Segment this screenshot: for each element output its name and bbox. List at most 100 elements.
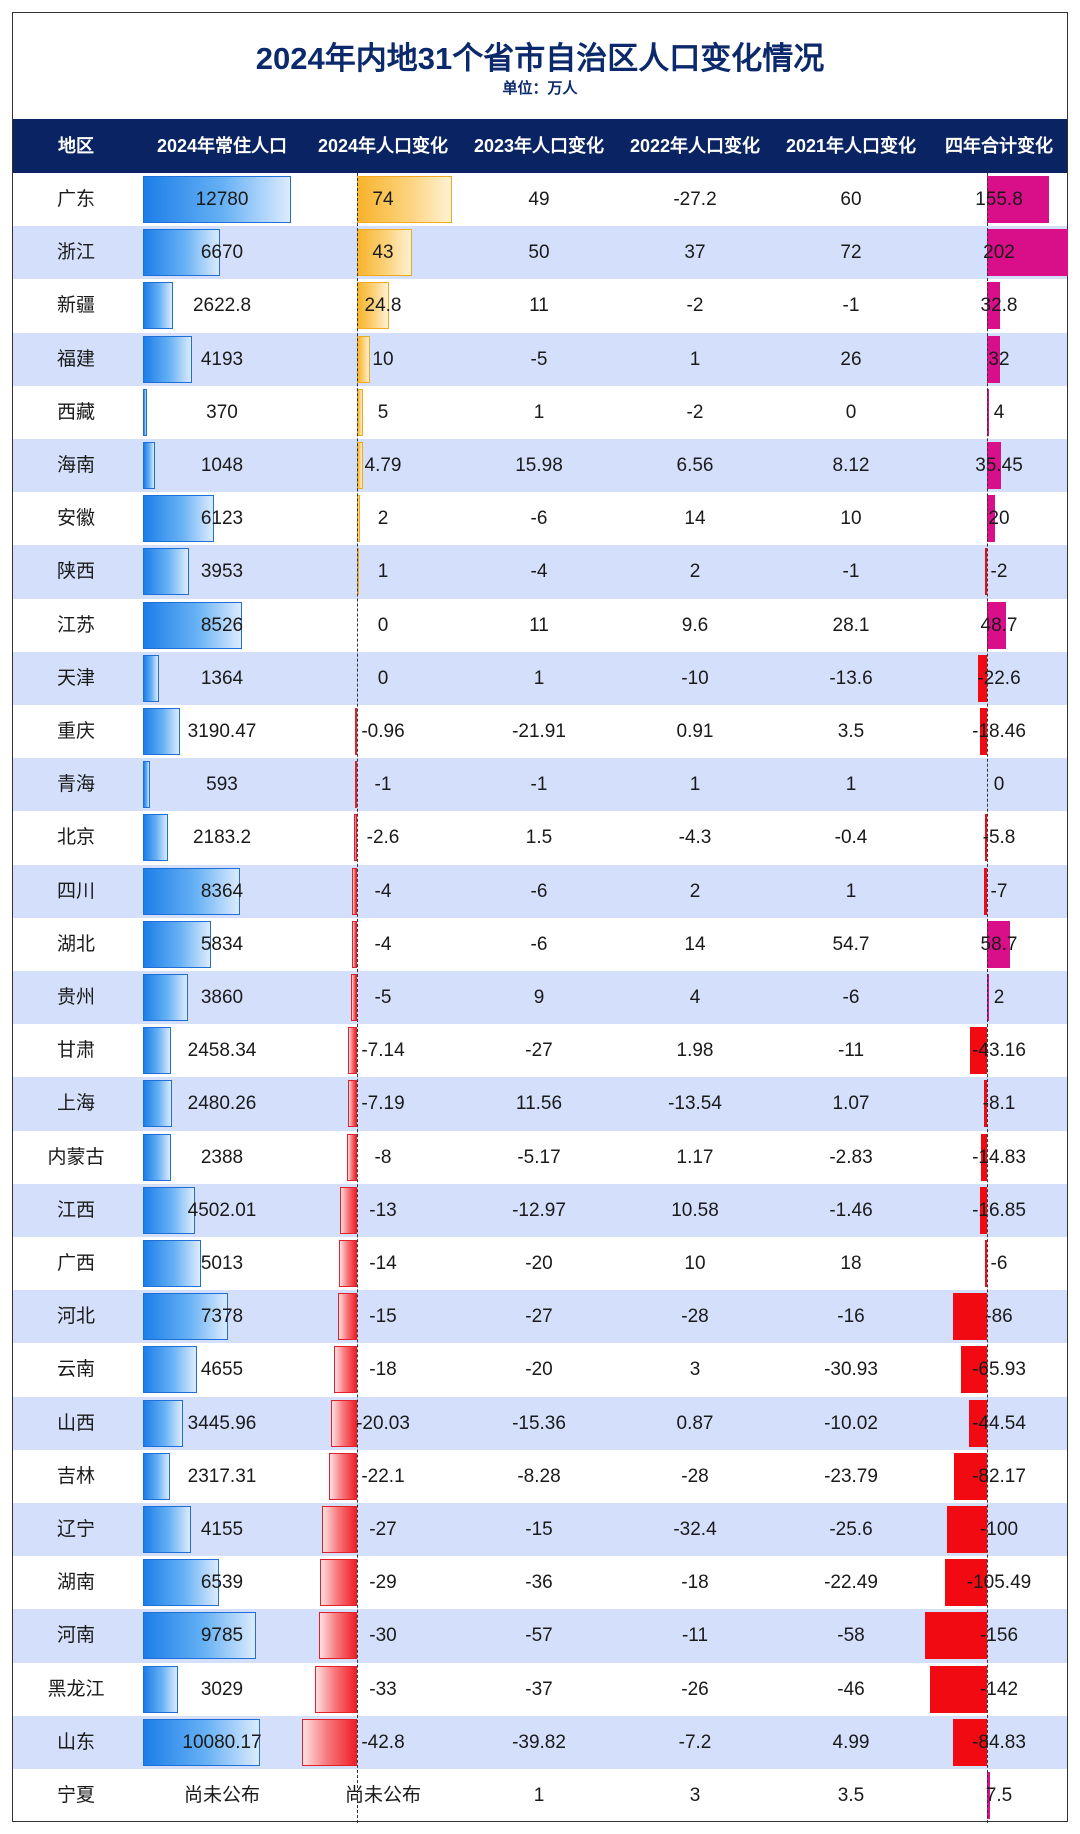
region-cell: 重庆: [56, 721, 95, 742]
change-2022-cell: -7.2: [678, 1731, 712, 1753]
change-2021-cell: 8.12: [832, 455, 870, 476]
total-change-bar: [987, 176, 1050, 223]
region-cell: 山西: [56, 1412, 95, 1434]
change-2024-cell: -15: [369, 1306, 397, 1328]
total-change-bar: [969, 1027, 987, 1075]
change-2022-cell: -28: [681, 1306, 709, 1328]
change-2022-cell: 1: [689, 774, 701, 796]
change-2021-cell: -46: [837, 1678, 865, 1700]
population-cell: 5013: [200, 1253, 244, 1274]
change-2024-cell: -33: [369, 1678, 397, 1700]
table-row: 陕西 3953 1 -4 2 -1 -2: [13, 545, 1067, 599]
population-bar: [143, 761, 150, 809]
population-bar: [143, 654, 159, 702]
change-2022-cell: 0.91: [676, 721, 714, 742]
total-change-cell: -18.46: [972, 721, 1026, 742]
total-change-cell: -2: [990, 561, 1008, 583]
region-cell: 新疆: [56, 295, 95, 317]
change-2024-bar: [357, 176, 452, 223]
total-change-cell: -14.83: [972, 1146, 1026, 1168]
region-cell: 湖北: [56, 933, 95, 955]
total-change-cell: -44.54: [972, 1412, 1026, 1434]
total-change-cell: -65.93: [972, 1359, 1026, 1381]
total-change-bar: [985, 548, 987, 596]
total-change-cell: -7: [990, 880, 1008, 902]
population-cell: 370: [206, 401, 238, 423]
population-bar: [143, 1452, 170, 1500]
population-bar: [143, 1186, 196, 1234]
total-change-cell: -43.16: [972, 1040, 1026, 1062]
change-2022-cell: -2: [686, 295, 704, 317]
table-row: 重庆 3190.47 -0.96 -21.91 0.91 3.5 -18.46: [13, 705, 1067, 758]
population-cell: 2458.34: [187, 1040, 257, 1062]
total-change-cell: 7.5: [985, 1785, 1013, 1806]
change-2024-cell: -13: [369, 1199, 397, 1221]
table-row: 海南 1048 4.79 15.98 6.56 8.12 35.45: [13, 439, 1067, 493]
population-bar: [143, 495, 214, 543]
table-row: 内蒙古 2388 -8 -5.17 1.17 -2.83 -14.83: [13, 1131, 1067, 1184]
change-2023-cell: -6: [530, 880, 548, 902]
total-change-cell: -84.83: [972, 1731, 1026, 1753]
region-cell: 浙江: [56, 242, 95, 264]
header-change-2021: 2021年人口变化: [785, 136, 917, 156]
population-bar: [143, 1718, 260, 1766]
change-2024-cell: 尚未公布: [344, 1785, 421, 1806]
header-population-2024: 2024年常住人口: [156, 136, 288, 156]
table-row: 青海 593 -1 -1 1 1 0: [13, 758, 1067, 812]
population-bar: [143, 442, 156, 489]
change-2024-cell: 2: [377, 508, 389, 530]
change-2021-cell: -1.46: [829, 1199, 873, 1221]
population-bar: [143, 1293, 229, 1341]
total-change-cell: -86: [985, 1306, 1013, 1328]
population-bar: [143, 1665, 179, 1713]
table-row: 西藏 370 5 1 -2 0 4: [13, 386, 1067, 439]
population-cell: 3190.47: [187, 721, 257, 742]
table-row: 黑龙江 3029 -33 -37 -26 -46 -142: [13, 1663, 1067, 1716]
change-2024-bar: [333, 1346, 357, 1394]
change-2024-bar: [337, 1293, 357, 1341]
population-bar: [143, 1559, 219, 1607]
population-bar: [143, 548, 189, 596]
change-2023-cell: 49: [528, 189, 550, 210]
change-2024-bar: [355, 708, 357, 755]
total-change-cell: -22.6: [977, 667, 1021, 689]
region-cell: 宁夏: [56, 1785, 95, 1806]
table-row: 新疆 2622.8 24.8 11 -2 -1 32.8: [13, 279, 1067, 332]
region-cell: 天津: [56, 667, 95, 689]
region-cell: 陕西: [56, 561, 95, 583]
change-2021-cell: -23.79: [824, 1465, 878, 1487]
change-2024-bar: [351, 867, 357, 915]
change-2024-bar: [347, 1027, 357, 1075]
change-2024-bar: [319, 1559, 357, 1607]
population-bar: [143, 1027, 172, 1075]
change-2024-cell: 24.8: [364, 295, 402, 317]
population-cell: 6539: [200, 1572, 244, 1594]
change-2021-cell: 1: [845, 774, 857, 796]
change-2021-cell: -58: [837, 1625, 865, 1647]
total-change-bar: [984, 814, 987, 862]
population-cell: 8364: [200, 880, 244, 902]
change-2023-cell: -15: [525, 1519, 553, 1540]
change-2022-cell: 3: [689, 1785, 701, 1806]
change-2024-cell: -8: [374, 1146, 392, 1168]
total-change-cell: 0: [993, 774, 1005, 796]
total-change-axis: [987, 173, 988, 1823]
table-row: 福建 4193 10 -5 1 26 32: [13, 332, 1067, 386]
total-change-cell: -82.17: [972, 1465, 1026, 1487]
change-2022-cell: -32.4: [673, 1519, 717, 1540]
change-2024-bar: [351, 920, 357, 968]
change-2023-cell: 1: [533, 401, 545, 423]
total-change-bar: [987, 388, 989, 436]
population-bar: [143, 335, 192, 383]
change-2022-cell: 1.17: [676, 1146, 714, 1168]
change-2021-cell: 0: [845, 401, 857, 423]
table-row: 河北 7378 -15 -27 -28 -16 -86: [13, 1290, 1067, 1344]
change-2021-cell: 3.5: [837, 721, 865, 742]
population-bar: [143, 814, 169, 862]
population-bar: [143, 1612, 257, 1660]
change-2021-cell: -30.93: [824, 1359, 878, 1381]
change-2024-bar: [347, 1080, 357, 1128]
change-2024-cell: -5: [374, 987, 392, 1008]
change-2023-cell: 11.56: [515, 1093, 563, 1115]
change-2023-cell: -4: [530, 561, 548, 583]
